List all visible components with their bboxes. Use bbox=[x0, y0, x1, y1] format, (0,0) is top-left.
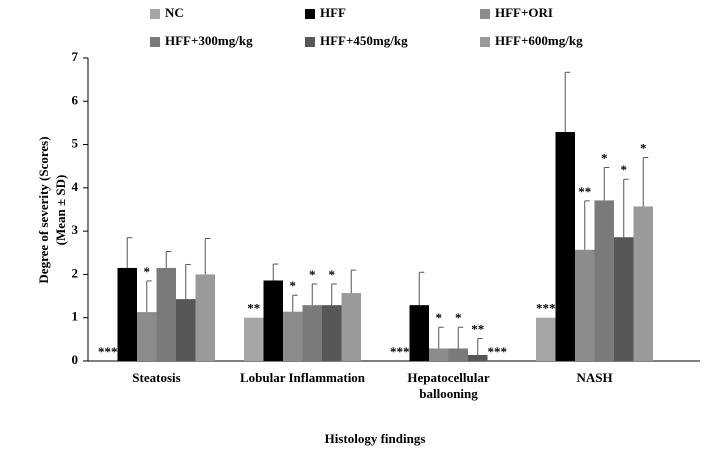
legend-label: NC bbox=[165, 5, 184, 20]
y-tick-label: 3 bbox=[72, 222, 79, 237]
legend-label: HFF+600mg/kg bbox=[495, 33, 583, 48]
bar bbox=[633, 206, 653, 361]
bar bbox=[156, 267, 176, 361]
legend-swatch bbox=[305, 37, 315, 47]
bar bbox=[283, 311, 303, 361]
x-tick-label: Hepatocellular ballooning bbox=[407, 370, 490, 401]
significance-label: * bbox=[455, 310, 462, 325]
legend-swatch bbox=[150, 9, 160, 19]
significance-label: *** bbox=[98, 344, 118, 359]
y-tick-label: 4 bbox=[72, 179, 79, 194]
y-tick-label: 0 bbox=[72, 352, 79, 367]
y-tick-label: 6 bbox=[72, 92, 79, 107]
significance-label: * bbox=[640, 141, 647, 156]
significance-label: * bbox=[329, 267, 336, 282]
bar bbox=[555, 132, 575, 361]
legend-label: HFF+450mg/kg bbox=[320, 33, 408, 48]
bar bbox=[195, 274, 215, 361]
significance-label: *** bbox=[536, 301, 556, 316]
significance-label: * bbox=[601, 150, 608, 165]
bar bbox=[614, 237, 634, 361]
significance-label: ** bbox=[471, 321, 484, 336]
significance-label: * bbox=[621, 162, 628, 177]
significance-label: ** bbox=[578, 184, 591, 199]
x-tick-label: Steatosis bbox=[132, 370, 181, 385]
bar bbox=[536, 317, 556, 361]
y-axis-label: Degree of severity (Scores) bbox=[36, 136, 51, 283]
bar bbox=[429, 348, 449, 361]
legend-label: HFF bbox=[320, 5, 346, 20]
bar bbox=[341, 293, 361, 361]
significance-label: * bbox=[290, 278, 297, 293]
significance-label: ** bbox=[247, 301, 260, 316]
x-tick-label: Lobular Inflammation bbox=[239, 370, 366, 385]
bar bbox=[302, 305, 322, 361]
legend-swatch bbox=[305, 9, 315, 19]
significance-label: * bbox=[309, 267, 316, 282]
significance-label: * bbox=[144, 264, 151, 279]
bar bbox=[244, 317, 264, 361]
significance-label: *** bbox=[390, 344, 410, 359]
legend-label: HFF+300mg/kg bbox=[165, 33, 253, 48]
bar bbox=[448, 348, 468, 361]
y-axis-label: (Mean ± SD) bbox=[53, 175, 68, 246]
significance-label: * bbox=[436, 310, 443, 325]
y-tick-label: 7 bbox=[72, 49, 79, 64]
y-tick-label: 2 bbox=[72, 265, 79, 280]
legend-swatch bbox=[150, 37, 160, 47]
bar bbox=[263, 280, 283, 361]
legend-swatch bbox=[480, 9, 490, 19]
bar bbox=[594, 200, 614, 361]
bar bbox=[137, 312, 157, 361]
bar bbox=[468, 354, 488, 361]
bar bbox=[176, 299, 196, 361]
legend-swatch bbox=[480, 37, 490, 47]
legend-label: HFF+ORI bbox=[495, 5, 553, 20]
bar bbox=[322, 305, 342, 361]
y-tick-label: 5 bbox=[72, 136, 79, 151]
bar bbox=[575, 249, 595, 361]
x-tick-label: NASH bbox=[576, 370, 613, 385]
y-tick-label: 1 bbox=[72, 309, 79, 324]
significance-label: *** bbox=[488, 344, 508, 359]
x-axis-label: Histology findings bbox=[325, 431, 426, 446]
bar bbox=[117, 267, 137, 361]
bar bbox=[409, 305, 429, 361]
